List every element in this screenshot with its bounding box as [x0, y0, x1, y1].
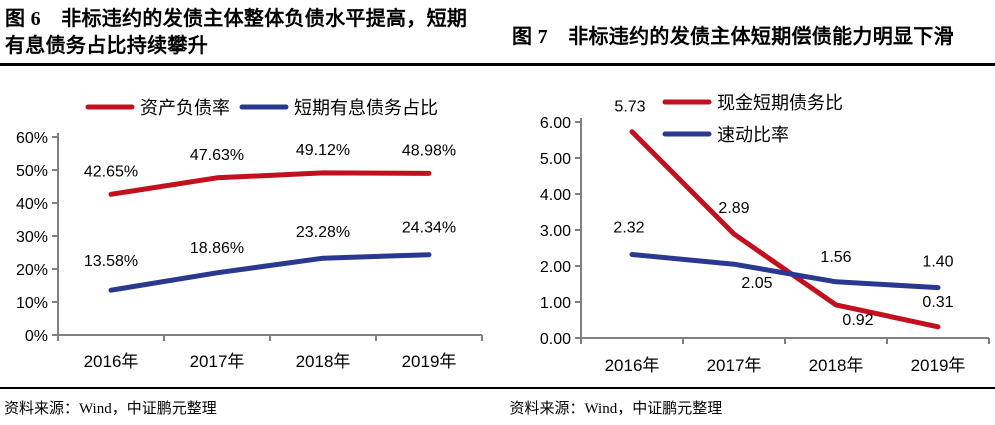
data-point-label: 0.31 [922, 294, 953, 311]
y-tick-label: 30% [16, 229, 48, 246]
figure6-line-chart: 0% 10% 20% 30% 40% 50% 60% 2016年 2017年 2018年 2019年… [16, 98, 483, 371]
y-tick-label: 0.00 [540, 331, 571, 348]
legend-label-0: 资产负债率 [140, 98, 230, 118]
figure6-title-cell: 图 6 非标违约的发债主体整体负债水平提高，短期有息债务占比持续攀升 [0, 0, 497, 63]
data-point-label: 13.58% [84, 253, 138, 270]
series-line-0 [629, 129, 941, 330]
legend-label-0: 现金短期债务比 [717, 93, 843, 113]
x-category-label: 2018年 [809, 356, 864, 375]
y-tick-label: 60% [16, 130, 48, 147]
y-tick-label: 50% [16, 163, 48, 180]
data-point-label: 49.12% [296, 142, 350, 159]
data-point-label: 0.92 [842, 312, 873, 329]
figure7-line-chart: 0.00 1.00 2.00 3.00 4.00 5.00 6.00 2016年 2017年 20… [540, 93, 990, 375]
figure7-title: 图 7 非标违约的发债主体短期偿债能力明显下滑 [512, 26, 954, 48]
series-line-1 [629, 252, 941, 291]
legend-label-1: 速动比率 [717, 125, 789, 145]
y-tick-label: 5.00 [540, 151, 571, 168]
x-category-label: 2017年 [707, 356, 762, 375]
y-tick-label: 10% [16, 295, 48, 312]
y-tick-label: 0% [25, 328, 48, 345]
data-point-label: 1.56 [820, 249, 851, 266]
data-point-label: 2.32 [613, 219, 644, 236]
figure-titles-row: 图 6 非标违约的发债主体整体负债水平提高，短期有息债务占比持续攀升 图 7 非… [0, 0, 995, 66]
data-point-label: 24.34% [402, 220, 456, 237]
sources-row: 资料来源：Wind，中证鹏元整理 资料来源：Wind，中证鹏元整理 [0, 387, 995, 425]
x-category-label: 2019年 [911, 356, 966, 375]
x-category-label: 2016年 [605, 356, 660, 375]
series-line-0 [108, 170, 432, 197]
data-point-label: 18.86% [190, 240, 244, 257]
data-point-label: 47.63% [190, 147, 244, 164]
y-tick-label: 40% [16, 196, 48, 213]
legend-label-1: 短期有息债务占比 [294, 98, 438, 118]
y-tick-label: 6.00 [540, 115, 571, 132]
figure6-source: 资料来源：Wind，中证鹏元整理 [4, 401, 217, 417]
x-category-label: 2018年 [296, 352, 351, 371]
series-line-1 [108, 252, 432, 293]
data-point-label: 42.65% [84, 163, 138, 180]
data-point-label: 2.05 [741, 275, 772, 292]
data-point-label: 2.89 [718, 200, 749, 217]
figure7-title-cell: 图 7 非标违约的发债主体短期偿债能力明显下滑 [497, 0, 994, 63]
y-tick-label: 4.00 [540, 187, 571, 204]
x-category-label: 2017年 [190, 352, 245, 371]
x-category-label: 2016年 [84, 352, 139, 371]
data-point-label: 1.40 [922, 254, 953, 271]
y-tick-label: 3.00 [540, 223, 571, 240]
charts-row: 0% 10% 20% 30% 40% 50% 60% 2016年 2017年 2018年 2019年… [0, 66, 995, 387]
data-point-label: 23.28% [296, 224, 350, 241]
figure6-title: 图 6 非标违约的发债主体整体负债水平提高，短期有息债务占比持续攀升 [5, 8, 468, 57]
data-point-label: 48.98% [402, 142, 456, 159]
x-category-label: 2019年 [402, 352, 457, 371]
data-point-label: 5.73 [614, 99, 645, 116]
figure7-source: 资料来源：Wind，中证鹏元整理 [509, 401, 723, 417]
y-tick-label: 1.00 [540, 295, 571, 312]
y-tick-label: 2.00 [540, 259, 571, 276]
y-tick-label: 20% [16, 262, 48, 279]
